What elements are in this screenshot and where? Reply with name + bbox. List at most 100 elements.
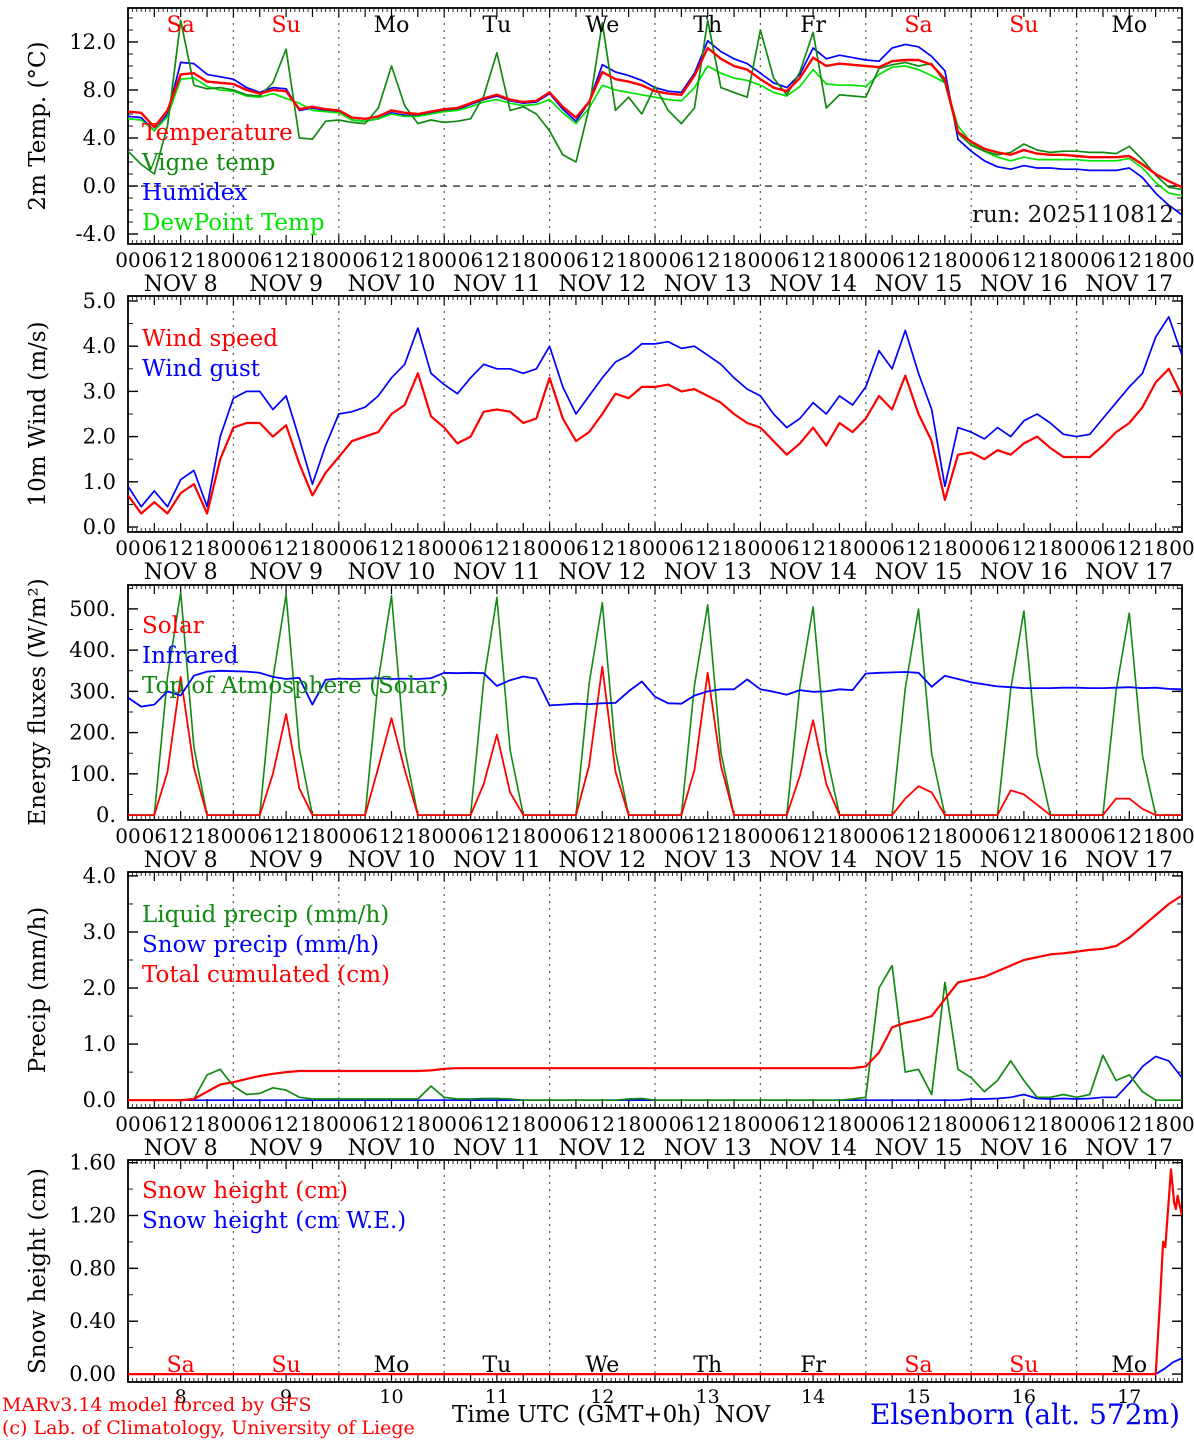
hour-tick-label: 12 <box>168 824 193 848</box>
series-line-wind-gust <box>128 315 1182 508</box>
hour-tick-label: 12 <box>800 248 825 272</box>
hour-tick-label: 18 <box>932 536 957 560</box>
hour-tick-label: 12 <box>695 824 720 848</box>
hour-tick-label: 12 <box>273 536 298 560</box>
day-name-label: Mo <box>1111 1353 1147 1378</box>
legend-item: Liquid precip (mm/h) <box>142 902 390 928</box>
panel-border <box>127 1159 1183 1383</box>
legend-item: Snow height (cm W.E.) <box>142 1208 407 1234</box>
hour-tick-label: 18 <box>1143 1112 1168 1136</box>
hour-tick-label: 00 <box>853 1112 878 1136</box>
panel-2 <box>127 584 1183 821</box>
hour-tick-label: 18 <box>300 536 325 560</box>
day-name-label: Tu <box>482 13 511 38</box>
day-name-label: Su <box>1009 1353 1038 1378</box>
hour-tick-label: 00 <box>537 824 562 848</box>
panel-border <box>127 7 1183 245</box>
panel-border <box>127 871 1183 1109</box>
date-label: NOV 15 <box>875 272 963 297</box>
y-tick-label: 0.0 <box>83 1088 116 1112</box>
legend-item: Temperature <box>142 120 293 146</box>
hour-tick-label: 06 <box>669 536 694 560</box>
hour-tick-label: 00 <box>642 1112 667 1136</box>
legend-item: Snow height (cm) <box>142 1178 348 1204</box>
y-tick-label: 12.0 <box>69 30 116 54</box>
hour-tick-label: 06 <box>1090 824 1115 848</box>
date-label: NOV 16 <box>980 848 1068 873</box>
legend-item: Top of Atmosphere (Solar) <box>142 673 449 699</box>
day-name-label: We <box>585 1353 619 1378</box>
hour-tick-label: 00 <box>958 824 983 848</box>
hour-tick-label: 06 <box>563 824 588 848</box>
hour-tick-label: 00 <box>958 248 983 272</box>
hour-tick-label: 18 <box>827 1112 852 1136</box>
hour-tick-label: 12 <box>273 248 298 272</box>
y-axis-title-snow: Snow height (cm) <box>25 1168 51 1374</box>
hour-tick-label: 00 <box>221 824 246 848</box>
day-name-label: We <box>585 13 619 38</box>
date-label: NOV 14 <box>769 560 857 585</box>
date-label: NOV 15 <box>875 1136 963 1161</box>
hour-tick-label: 06 <box>458 1112 483 1136</box>
day-name-label: Mo <box>374 1353 410 1378</box>
hour-tick-label: 06 <box>985 536 1010 560</box>
date-label: NOV 8 <box>144 560 218 585</box>
hour-tick-label: 00 <box>537 248 562 272</box>
hour-tick-label: 00 <box>748 1112 773 1136</box>
hour-tick-label: 12 <box>273 1112 298 1136</box>
hour-tick-label: 00 <box>326 1112 351 1136</box>
hour-tick-label: 18 <box>721 536 746 560</box>
panel-1 <box>127 295 1183 533</box>
y-tick-label: -4.0 <box>76 222 117 246</box>
hour-tick-label: 00 <box>642 824 667 848</box>
station-label: Elsenborn (alt. 572m) <box>869 1398 1180 1431</box>
hour-tick-label: 12 <box>906 824 931 848</box>
y-tick-label: 8.0 <box>83 78 116 102</box>
date-label: NOV 15 <box>875 848 963 873</box>
hour-tick-label: 06 <box>985 248 1010 272</box>
day-name-label: Sa <box>167 1353 195 1378</box>
date-label: NOV 10 <box>348 560 436 585</box>
y-axis-title-wind: 10m Wind (m/s) <box>25 321 51 507</box>
date-label: NOV 11 <box>453 560 541 585</box>
hour-tick-label: 00 <box>748 536 773 560</box>
hour-tick-label: 18 <box>194 1112 219 1136</box>
date-label: NOV 11 <box>453 1136 541 1161</box>
hour-tick-label: 18 <box>932 1112 957 1136</box>
hour-tick-label: 06 <box>142 248 167 272</box>
hour-tick-label: 18 <box>721 1112 746 1136</box>
hour-tick-label: 06 <box>563 248 588 272</box>
date-label: NOV 11 <box>453 272 541 297</box>
hour-tick-label: 12 <box>168 248 193 272</box>
hour-tick-label: 00 <box>326 248 351 272</box>
hour-tick-label: 18 <box>1038 536 1063 560</box>
hour-tick-label: 12 <box>484 536 509 560</box>
hour-tick-label: 00 <box>1064 824 1089 848</box>
date-label: NOV 12 <box>558 560 646 585</box>
hour-tick-label: 18 <box>300 248 325 272</box>
hour-tick-label: 12 <box>1011 248 1036 272</box>
hour-tick-label: 18 <box>616 536 641 560</box>
hour-tick-label: 00 <box>115 536 140 560</box>
hour-tick-label: 12 <box>484 824 509 848</box>
y-axis-title-precip: Precip (mm/h) <box>25 906 51 1074</box>
day-name-label: Sa <box>904 1353 932 1378</box>
date-label: NOV 9 <box>249 848 323 873</box>
date-label: NOV 13 <box>664 848 752 873</box>
hour-tick-label: 18 <box>616 248 641 272</box>
legend-item: DewPoint Temp <box>142 210 325 236</box>
panel-border <box>127 584 1183 821</box>
hour-tick-label: 12 <box>1011 824 1036 848</box>
legend-item: Wind speed <box>142 326 278 352</box>
hour-tick-label: 06 <box>879 536 904 560</box>
y-tick-label: 1.0 <box>83 1032 116 1056</box>
date-label: NOV 9 <box>249 272 323 297</box>
hour-tick-label: 18 <box>511 824 536 848</box>
date-label: NOV 12 <box>558 848 646 873</box>
hour-tick-label: 06 <box>458 248 483 272</box>
hour-tick-label: 12 <box>800 536 825 560</box>
y-tick-label: 100. <box>69 762 116 786</box>
hour-tick-label: 06 <box>669 248 694 272</box>
y-tick-label: 3.0 <box>83 920 116 944</box>
hour-tick-label: 12 <box>1117 1112 1142 1136</box>
